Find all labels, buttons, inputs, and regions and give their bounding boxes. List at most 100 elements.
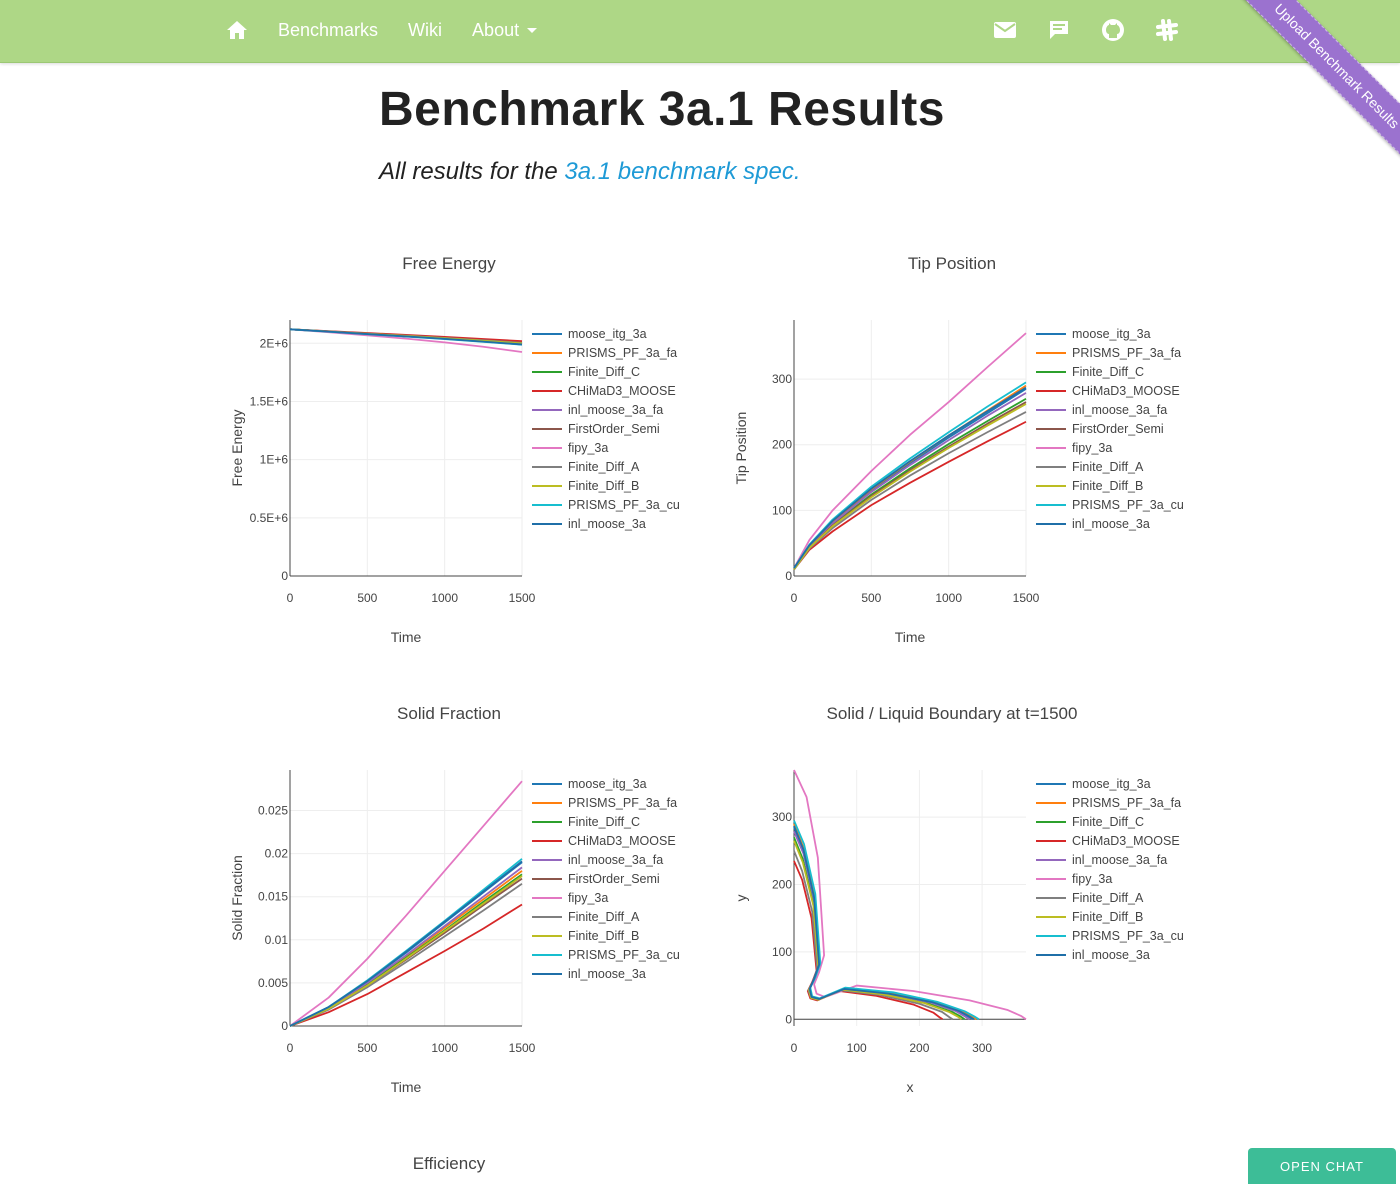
chart-1: 0 500 1000 1500 0 100 200 300 Time Tip Position mo… — [733, 320, 1184, 645]
nav-link-benchmarks[interactable]: Benchmarks — [278, 20, 378, 41]
nav-dropdown-about[interactable]: About — [472, 20, 538, 41]
legend-label: fipy_3a — [568, 891, 608, 905]
y-tick-label: 0.5E+6 — [250, 511, 289, 525]
series-line-inl_moose_3a — [289, 328, 523, 346]
y-axis-label: Free Energy — [229, 409, 245, 486]
y-tick-label: 2E+6 — [260, 336, 289, 350]
x-axis-label: Time — [391, 629, 422, 645]
legend-label: FirstOrder_Semi — [1072, 422, 1164, 436]
series-line-fipy_3a — [793, 332, 1027, 569]
legend-label: CHiMaD3_MOOSE — [568, 834, 676, 848]
y-tick-label: 300 — [772, 372, 792, 386]
legend-label: Finite_Diff_B — [568, 479, 639, 493]
x-tick-label: 100 — [847, 1041, 867, 1055]
legend-label: FirstOrder_Semi — [568, 422, 660, 436]
github-icon[interactable] — [1100, 17, 1126, 43]
legend-label: fipy_3a — [1072, 441, 1112, 455]
x-tick-label: 1000 — [431, 591, 458, 605]
y-tick-label: 0 — [785, 1012, 792, 1026]
series-line-fipy_3a — [289, 780, 523, 1027]
legend-label: inl_moose_3a — [568, 517, 646, 531]
home-link[interactable] — [226, 20, 248, 40]
series-line-fipy_3a — [793, 769, 1027, 1021]
open-chat-button[interactable]: OPEN CHAT — [1248, 1148, 1396, 1184]
series-line-inl_moose_3a — [793, 386, 1027, 569]
y-tick-label: 0.005 — [258, 976, 288, 990]
navbar: Benchmarks Wiki About — [0, 0, 1400, 63]
benchmark-spec-link[interactable]: 3a.1 benchmark spec. — [564, 158, 801, 185]
series-line-inl_moose_3a_fa — [793, 392, 1027, 570]
x-tick-label: 1500 — [1013, 591, 1040, 605]
legend-label: CHiMaD3_MOOSE — [1072, 834, 1180, 848]
legend-label: inl_moose_3a_fa — [568, 403, 663, 417]
x-tick-label: 1500 — [509, 591, 536, 605]
legend-label: PRISMS_PF_3a_cu — [568, 948, 680, 962]
legend-label: inl_moose_3a — [1072, 517, 1150, 531]
mail-icon[interactable] — [992, 17, 1018, 43]
y-axis-label: y — [733, 895, 749, 902]
legend-label: FirstOrder_Semi — [568, 872, 660, 886]
legend-label: Finite_Diff_C — [568, 365, 640, 379]
nav-left: Benchmarks Wiki About — [226, 0, 567, 60]
legend-label: Finite_Diff_C — [1072, 365, 1144, 379]
y-tick-label: 0.02 — [265, 847, 289, 861]
y-tick-label: 100 — [772, 945, 792, 959]
series-line-CHiMaD3_MOOSE — [289, 903, 523, 1027]
legend-label: moose_itg_3a — [568, 327, 647, 341]
chart-3: 0 100 200 300 0 100 200 300 x y moose_itg_3a PRISMS… — [733, 769, 1184, 1095]
nav-link-label: Benchmarks — [278, 19, 379, 40]
y-tick-label: 0.01 — [265, 933, 289, 947]
legend-label: moose_itg_3a — [1072, 327, 1151, 341]
legend-label: PRISMS_PF_3a_fa — [568, 346, 677, 360]
series-line-Finite_Diff_B — [289, 875, 523, 1027]
x-tick-label: 0 — [287, 1041, 294, 1055]
chart-title-solid-fraction: Solid Fraction — [397, 704, 501, 723]
x-tick-label: 200 — [909, 1041, 929, 1055]
page-title: Benchmark 3a.1 Results — [379, 83, 945, 136]
x-tick-label: 1500 — [509, 1041, 536, 1055]
legend-label: PRISMS_PF_3a_fa — [1072, 346, 1181, 360]
nav-link-wiki[interactable]: Wiki — [408, 20, 442, 41]
nav-right — [992, 0, 1208, 60]
chat-icon[interactable] — [1046, 17, 1072, 43]
slack-icon[interactable] — [1154, 17, 1180, 43]
y-tick-label: 300 — [772, 810, 792, 824]
y-tick-label: 0 — [281, 569, 288, 583]
chart-title-tip-position: Tip Position — [907, 254, 997, 273]
y-tick-label: 0 — [281, 1019, 288, 1033]
x-tick-label: 1000 — [935, 591, 962, 605]
y-tick-label: 0 — [785, 569, 792, 583]
legend-label: Finite_Diff_B — [1072, 910, 1143, 924]
series-line-inl_moose_3a — [289, 860, 523, 1027]
legend-label: inl_moose_3a_fa — [1072, 853, 1167, 867]
chart-0: 0 500 1000 1500 0 0.5E+6 1E+6 1.5E+6 2E+6 Time Fre… — [229, 320, 680, 645]
x-tick-label: 0 — [791, 591, 798, 605]
chart-title-efficiency: Efficiency — [412, 1154, 486, 1173]
legend-label: Finite_Diff_B — [568, 929, 639, 943]
series-line-moose_itg_3a — [793, 388, 1027, 570]
legend-label: Finite_Diff_C — [568, 815, 640, 829]
y-axis-label: Solid Fraction — [229, 855, 245, 941]
legend-label: moose_itg_3a — [1072, 777, 1151, 791]
y-tick-label: 200 — [772, 878, 792, 892]
home-icon — [226, 20, 248, 40]
legend-label: inl_moose_3a_fa — [568, 853, 663, 867]
x-tick-label: 500 — [357, 591, 377, 605]
y-tick-label: 200 — [772, 438, 792, 452]
series-line-CHiMaD3_MOOSE — [793, 420, 1027, 570]
legend-label: PRISMS_PF_3a_cu — [568, 498, 680, 512]
legend-label: CHiMaD3_MOOSE — [1072, 384, 1180, 398]
x-tick-label: 1000 — [431, 1041, 458, 1055]
legend-label: moose_itg_3a — [568, 777, 647, 791]
legend-label: Finite_Diff_C — [1072, 815, 1144, 829]
legend-label: fipy_3a — [568, 441, 608, 455]
x-tick-label: 0 — [287, 591, 294, 605]
chart-2: 0 500 1000 1500 0 0.005 0.01 0.015 0.02 0.025 Time… — [229, 770, 680, 1095]
series-line-Finite_Diff_B — [793, 403, 1027, 570]
page-subtitle: All results for the 3a.1 benchmark spec. — [379, 158, 801, 186]
x-tick-label: 500 — [357, 1041, 377, 1055]
legend-label: Finite_Diff_A — [568, 460, 640, 474]
legend-label: Finite_Diff_B — [1072, 479, 1143, 493]
x-axis-label: Time — [895, 629, 926, 645]
